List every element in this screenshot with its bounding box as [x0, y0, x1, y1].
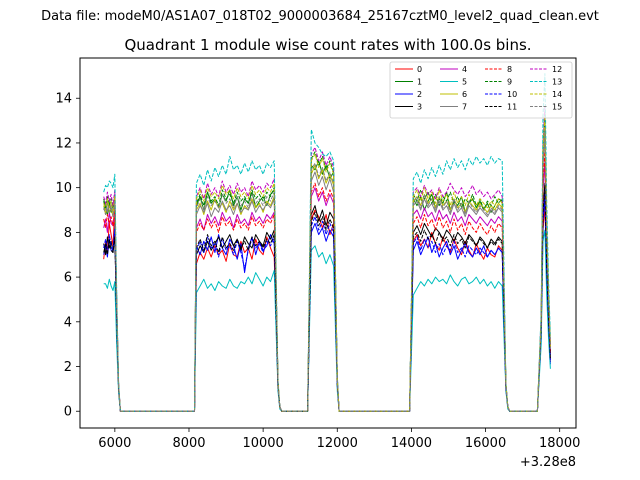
series-line-4 [103, 160, 551, 412]
series-line-13 [103, 73, 551, 412]
legend-label-6: 6 [462, 90, 467, 99]
series-line-15 [103, 129, 551, 412]
series-line-10 [103, 189, 551, 412]
series-line-14 [103, 115, 551, 412]
x-axis-offset-label: +3.28e8 [520, 455, 576, 470]
x-tick-label: 16000 [465, 436, 506, 451]
legend-label-14: 14 [552, 90, 562, 99]
y-tick-label: 8 [64, 226, 72, 241]
y-tick-label: 0 [64, 405, 72, 420]
y-tick-label: 2 [64, 360, 72, 375]
x-tick-label: 10000 [242, 436, 283, 451]
plot-frame [79, 57, 577, 429]
y-tick-label: 12 [55, 136, 72, 151]
legend-label-2: 2 [417, 90, 422, 99]
series-line-5 [103, 229, 551, 412]
legend-label-1: 1 [417, 78, 422, 87]
series-line-0 [103, 205, 551, 412]
series-line-11 [103, 184, 551, 412]
legend-label-3: 3 [417, 103, 422, 112]
legend-label-0: 0 [417, 65, 422, 74]
data-file-suptitle: Data file: modeM0/AS1A07_018T02_90000036… [41, 9, 599, 24]
y-tick-label: 10 [55, 181, 72, 196]
series-line-7 [103, 133, 551, 412]
legend-label-15: 15 [552, 103, 562, 112]
legend-box [389, 61, 573, 119]
series-line-3 [103, 182, 551, 412]
x-axis: 6000 8000 10000 12000 14000 16000 18000 [98, 428, 580, 451]
legend-label-7: 7 [462, 103, 467, 112]
x-tick-label: 8000 [172, 436, 205, 451]
legend-label-4: 4 [462, 65, 467, 74]
y-tick-label: 14 [55, 92, 72, 107]
legend-label-5: 5 [462, 78, 467, 87]
x-tick-label: 18000 [539, 436, 580, 451]
x-tick-label: 14000 [391, 436, 432, 451]
chart-title: Quadrant 1 module wise count rates with … [124, 36, 531, 54]
x-tick-label: 12000 [317, 436, 358, 451]
series-line-8 [103, 151, 551, 412]
series-line-12 [103, 106, 551, 412]
legend-label-9: 9 [507, 78, 512, 87]
legend-label-10: 10 [507, 90, 517, 99]
x-tick-label: 6000 [98, 436, 131, 451]
legend-label-8: 8 [507, 65, 512, 74]
series-lines [103, 73, 551, 412]
legend-label-11: 11 [507, 103, 517, 112]
legend-label-12: 12 [552, 65, 562, 74]
legend-label-13: 13 [552, 78, 562, 87]
y-axis: 0 2 4 6 8 10 12 14 [55, 92, 80, 420]
y-tick-label: 6 [64, 271, 72, 286]
y-tick-label: 4 [64, 315, 72, 330]
